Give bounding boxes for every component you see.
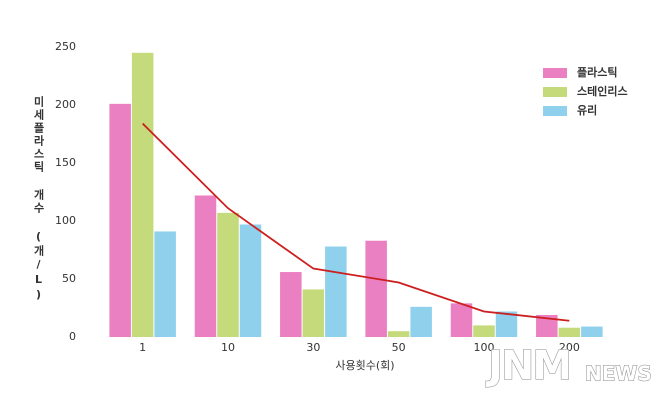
x-tick-label: 10 [221,341,235,354]
legend-swatch [543,106,567,116]
bar [387,331,410,337]
bar [450,303,473,337]
bar [302,289,325,337]
legend-swatch [543,68,567,78]
x-tick-label: 30 [306,341,320,354]
bar [536,314,558,337]
bar [131,52,154,338]
y-tick-label: 100 [55,214,76,227]
bar [558,327,581,337]
bar [410,306,432,337]
bar [495,311,518,337]
y-tick-label: 0 [69,330,76,343]
y-axis-label: 미세플라스틱 개수 (개/L) [32,96,45,303]
legend-label: 유리 [577,103,597,117]
y-tick-label: 50 [62,272,76,285]
trend-line [142,122,570,322]
x-tick-label: 200 [559,341,580,354]
y-tick-label: 250 [55,40,76,53]
bar [109,103,131,337]
bar [239,224,262,337]
watermark-logo: JNM [485,343,570,389]
legend-label: 플라스틱 [577,65,617,79]
x-tick-label: 100 [474,341,495,354]
y-tick-label: 200 [55,98,76,111]
y-tick-label: 150 [55,156,76,169]
bar [581,326,603,337]
legend-swatch [543,87,567,97]
bar [217,212,239,337]
watermark-suffix: NEWS [585,362,652,386]
x-tick-label: 1 [139,341,146,354]
x-axis-label: 사용횟수(회) [335,359,394,372]
bar [325,246,347,337]
x-tick-label: 50 [392,341,406,354]
bar [473,325,495,337]
bar [194,195,217,337]
bar [365,240,387,337]
legend-label: 스테인리스 [577,84,628,98]
bar [280,272,302,337]
bar [154,231,176,337]
